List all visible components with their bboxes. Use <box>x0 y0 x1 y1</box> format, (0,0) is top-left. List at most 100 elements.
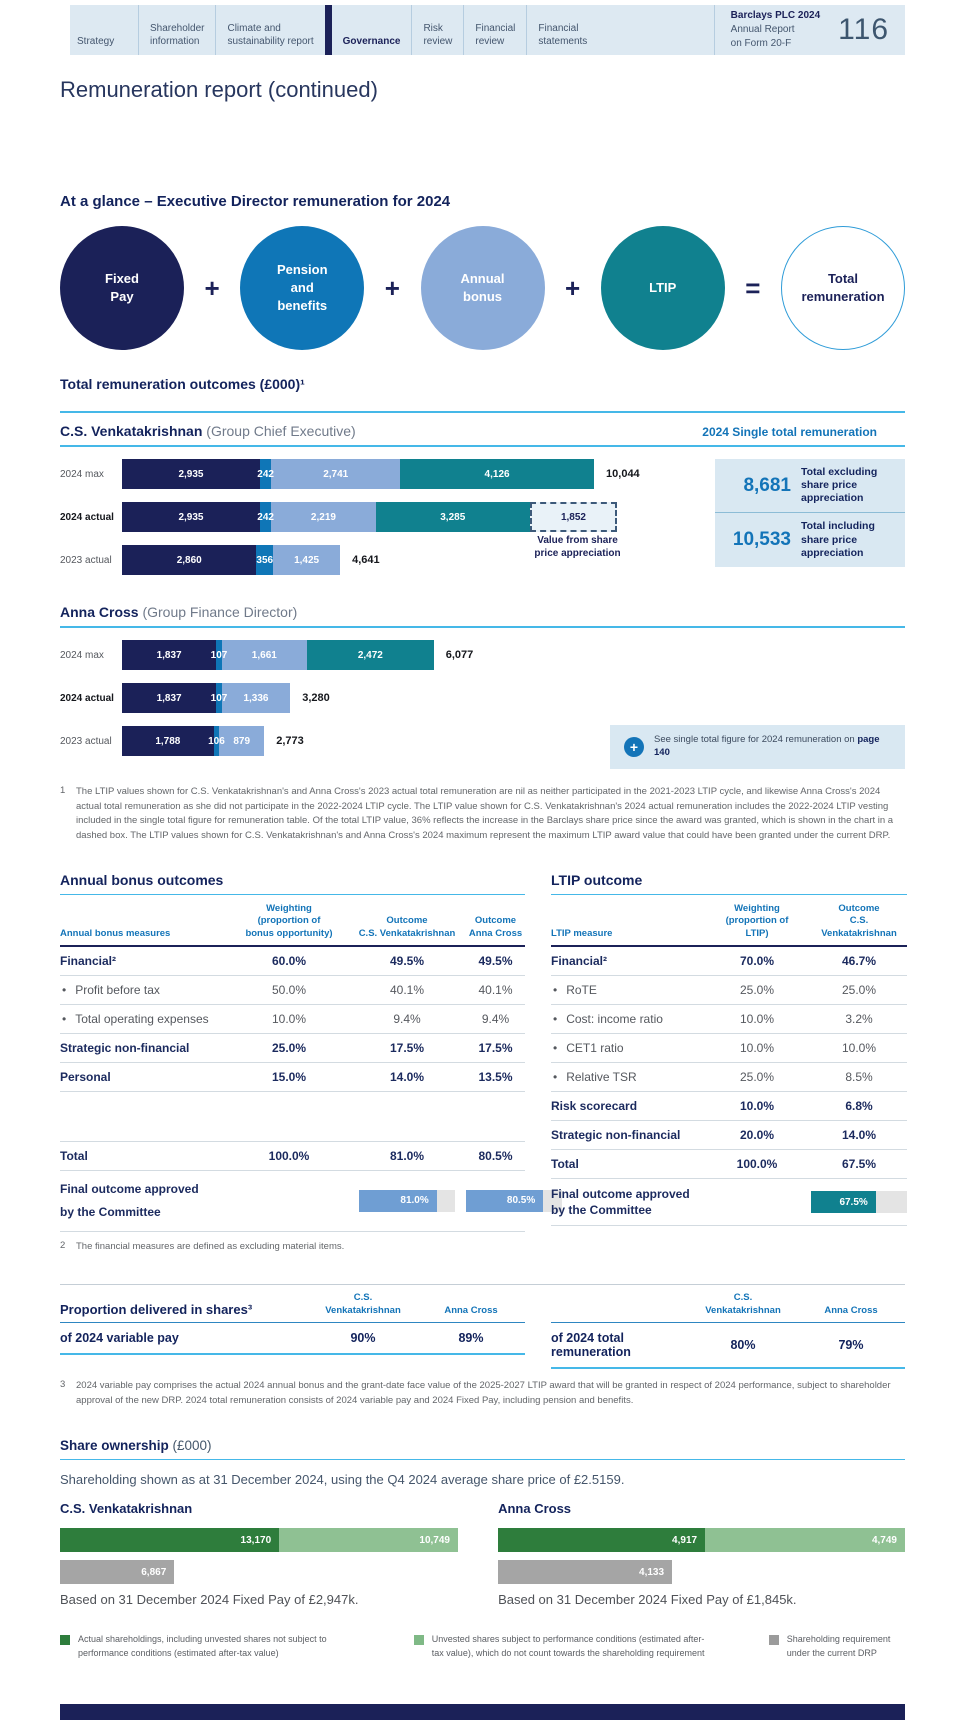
column-header: Anna Cross <box>824 1304 878 1316</box>
person-name-text: Anna Cross <box>60 604 139 620</box>
chart-segment: 2,472 <box>306 640 434 670</box>
legend-swatch-icon <box>413 1635 424 1646</box>
chart-segment: 356 <box>256 545 274 575</box>
cfo-variable-pay-share: 89% <box>458 1330 484 1345</box>
row-value: 46.7% <box>841 953 877 968</box>
row-value: 9.4% <box>481 1011 510 1026</box>
segment-value: 10,749 <box>419 1534 450 1546</box>
proportion-header-row: C.S. Venkatakrishnan Anna Cross <box>551 1285 905 1323</box>
column-header: C.S. Venkatakrishnan <box>705 1292 781 1316</box>
tab-label: Financial statements <box>538 23 588 47</box>
report-title-line2: Annual Report <box>730 24 795 35</box>
chart-segment: 3,285 <box>375 502 530 532</box>
progress-fill: 81.0% <box>359 1189 437 1212</box>
formula-circle-4: LTIP <box>600 226 725 350</box>
bar-total: 6,077 <box>445 649 474 661</box>
panel-row-including: 10,533 Total including share price appre… <box>715 513 905 566</box>
cfo-name: Anna Cross (Group Finance Director) <box>60 604 297 620</box>
share-ownership-charts: C.S. Venkatakrishnan 13,170 10,749 6,867 B… <box>60 1501 905 1607</box>
tab-financial-statements[interactable]: Financial statements <box>526 5 598 55</box>
final-outcome-label: Final outcome approved by the Committee <box>551 1186 690 1218</box>
row-value: 50.0% <box>271 982 307 997</box>
callout-page-link[interactable]: page 140 <box>654 734 880 759</box>
row-value: 40.1% <box>478 982 513 997</box>
footnote-3: 3 2024 variable pay comprises the actual… <box>60 1379 905 1408</box>
segment-value: 242 <box>257 511 274 523</box>
cfo-role: (Group Finance Director) <box>138 604 298 620</box>
chart-row: 2023 actual 2,860 356 1,425 4,641 <box>60 545 715 575</box>
formula-circle-2: Pension and benefits <box>240 226 365 350</box>
table-row <box>60 1092 525 1142</box>
chart-segment: 2,935 <box>122 459 260 489</box>
row-value: 9.4% <box>393 1011 421 1026</box>
person-name-text: C.S. Venkatakrishnan <box>60 423 203 439</box>
chart-row-label: 2024 max <box>60 649 104 661</box>
segment-value: 1,837 <box>156 692 182 704</box>
proportion-right: C.S. Venkatakrishnan Anna Cross of 2024 … <box>551 1285 905 1369</box>
outcomes-heading: Total remuneration outcomes (£000)¹ <box>60 376 305 392</box>
row-value: 100.0% <box>736 1156 778 1171</box>
row-value: 25.0% <box>271 1040 307 1055</box>
segment-value: 1,852 <box>560 511 586 523</box>
table-row: Financial² 70.0% 46.7% <box>551 947 907 976</box>
see-single-total-callout[interactable]: + See single total figure for 2024 remun… <box>610 725 905 769</box>
plus-icon: + <box>624 737 644 758</box>
cfo-remuneration-block: + See single total figure for 2024 remun… <box>60 640 905 769</box>
row-value: 80.5% <box>478 1148 513 1163</box>
cfo-share-ownership: Anna Cross 4,917 4,749 4,133 Based on 31 D… <box>498 1501 905 1607</box>
row-label: Total operating expenses <box>60 1012 230 1026</box>
report-title-line1: Barclays PLC 2024 <box>730 10 821 21</box>
tab-shareholder-information[interactable]: Shareholder information <box>138 5 215 55</box>
column-header: Outcome C.S. Venkatakrishnan <box>821 902 897 939</box>
chart-row-label: 2024 actual <box>60 692 114 704</box>
row-label: CET1 ratio <box>551 1041 703 1055</box>
row-value: 10.0% <box>739 1098 775 1113</box>
bar-total: 4,641 <box>352 554 380 566</box>
tab-strategy[interactable]: Strategy <box>70 5 138 55</box>
tab-risk-review[interactable]: Risk review <box>411 5 463 55</box>
segment-value: 2,935 <box>178 468 204 480</box>
segment-value: 879 <box>233 735 251 747</box>
row-value: 8.5% <box>845 1069 873 1084</box>
proportion-delivered-section: Proportion delivered in shares³ C.S. Ven… <box>60 1284 905 1369</box>
table-row: Total operating expenses 10.0% 9.4% 9.4% <box>60 1005 525 1034</box>
outcome-tables: Annual bonus outcomes Annual bonus measu… <box>60 872 907 1254</box>
tab-governance[interactable]: Governance <box>324 5 412 55</box>
row-value: 17.5% <box>478 1040 513 1055</box>
row-value: 40.1% <box>389 982 425 997</box>
tab-climate-and-sustainability-report[interactable]: Climate and sustainability report <box>215 5 324 55</box>
total-excluding-label: Total excluding share price appreciation <box>801 466 878 505</box>
table-row: Strategic non-financial 20.0% 14.0% <box>551 1121 907 1150</box>
chart-segment: 2,860 <box>122 545 257 575</box>
tab-financial-review[interactable]: Financial review <box>463 5 526 55</box>
formula-operator: + <box>565 272 581 303</box>
row-value: 100.0% <box>268 1148 310 1163</box>
formula-circle-1: Fixed Pay <box>60 226 184 350</box>
chart-segment: 106 <box>208 726 225 756</box>
table-row: Relative TSR 25.0% 8.5% <box>551 1063 907 1092</box>
ceo-remuneration-block: Value from share price appreciation 2024… <box>60 459 905 588</box>
callout-text-body: See single total figure for 2024 remuner… <box>654 734 858 746</box>
total-excluding-value: 8,681 <box>743 474 791 496</box>
at-a-glance-heading: At a glance – Executive Director remuner… <box>60 193 451 210</box>
row-label: of 2024 variable pay <box>60 1330 179 1345</box>
segment-value: 4,133 <box>639 1566 665 1578</box>
share-ownership-title: Share ownership <box>60 1438 169 1454</box>
share-ownership-heading: Share ownership (£000) <box>60 1438 905 1461</box>
proportion-values-row: of 2024 variable pay 90% 89% <box>60 1323 525 1355</box>
bonus-table-heading: Annual bonus outcomes <box>60 872 525 895</box>
total-including-label: Total including share price appreciation <box>801 520 875 559</box>
ceo-total-remuneration-share: 80% <box>730 1337 756 1352</box>
section-rule <box>60 411 905 413</box>
ltip-outcome-bar: 67.5% <box>811 1191 907 1214</box>
proportion-heading: Proportion delivered in shares³ <box>60 1301 253 1317</box>
chart-segment: 1,425 <box>273 545 341 575</box>
row-value: 10.0% <box>841 1040 877 1055</box>
remuneration-formula: Fixed Pay + Pension and benefits + Annual bo… <box>60 226 905 350</box>
chart-row-label: 2024 max <box>60 468 104 480</box>
tab-label: Risk review <box>423 23 453 47</box>
column-header: Annual bonus measures <box>60 927 171 939</box>
column-header: Outcome Anna Cross <box>468 915 523 939</box>
ceo-bonus-outcome-bar: 81.0% <box>359 1189 455 1212</box>
row-label: Risk scorecard <box>551 1098 638 1113</box>
